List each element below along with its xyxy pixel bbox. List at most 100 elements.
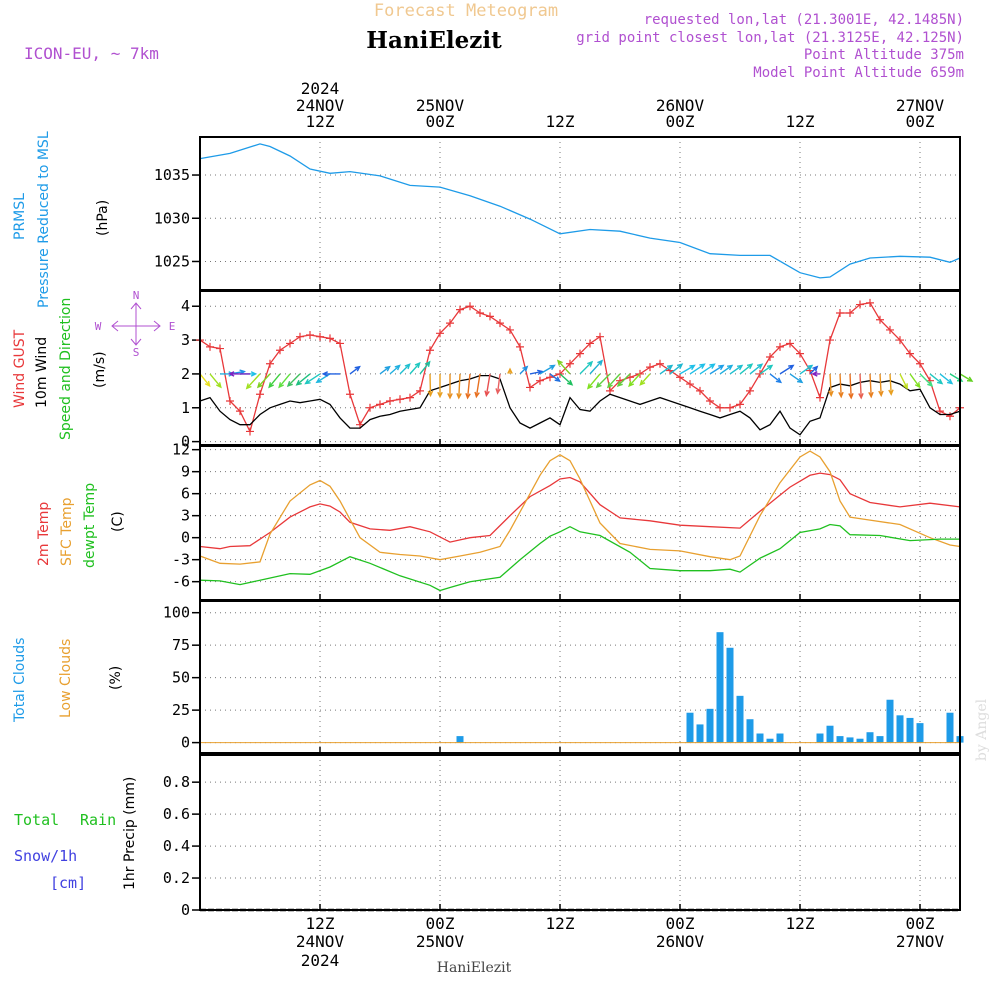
cloud-bar — [756, 733, 764, 743]
wind-arrow — [529, 369, 544, 376]
gust-marker — [416, 386, 424, 395]
wind-arrow — [729, 364, 744, 375]
gust-marker — [326, 334, 334, 343]
wind-arrow — [507, 367, 513, 374]
wind-arrow — [749, 363, 764, 375]
wind-arrow — [295, 373, 311, 386]
cloud-bar — [686, 712, 694, 743]
bottom-time-label: 00Z — [906, 914, 935, 933]
gust-marker — [916, 359, 924, 368]
top-time-label: 26NOV — [656, 96, 705, 115]
ytick-label: 0 — [181, 433, 190, 451]
ytick-label: 0 — [181, 734, 190, 752]
wind-arrow — [199, 373, 211, 388]
cloud-bar — [896, 715, 904, 743]
gust-marker — [856, 300, 864, 309]
cloud-bar — [746, 719, 754, 743]
requested-coords: requested lon,lat (21.3001E, 42.1485N) — [644, 12, 964, 28]
gust-marker — [736, 400, 744, 409]
gust-marker — [296, 332, 304, 341]
wind-arrow — [484, 373, 491, 398]
gust-marker — [436, 329, 444, 338]
ytick-label: 9 — [181, 463, 190, 481]
panel-wind: 0 1 2 3 4 — [181, 290, 974, 451]
rain-label: Rain — [80, 811, 116, 829]
wind-arrow — [209, 373, 222, 389]
wind-arrow — [659, 364, 674, 375]
gust-marker — [386, 397, 394, 405]
cloud-bar — [826, 725, 834, 743]
top-time-label: 2024 — [301, 79, 340, 98]
cloud-bar — [886, 699, 894, 743]
total-label: Total — [14, 811, 59, 829]
cloud-bar — [876, 736, 884, 743]
gust-marker — [376, 400, 384, 409]
cloud-bar — [916, 723, 924, 743]
wind-arrow — [779, 364, 795, 375]
ytick-label: 50 — [172, 669, 190, 687]
sfc-temp-line — [199, 450, 961, 565]
dewpt-label: dewpt Temp — [82, 483, 98, 568]
wind-arrow — [888, 373, 894, 396]
gust-label: Wind GUST — [12, 329, 28, 408]
total-clouds-label: Total Clouds — [12, 638, 28, 723]
cloud-bar — [716, 632, 724, 743]
panel-frame — [199, 290, 961, 446]
gust-marker — [886, 325, 894, 334]
compass-rose-icon — [111, 302, 161, 346]
ytick-label: 3 — [181, 507, 190, 525]
gust-marker — [316, 332, 324, 341]
wind-arrow — [399, 363, 411, 375]
gust-marker — [256, 390, 264, 399]
gust-marker — [266, 359, 274, 368]
wind-arrow — [769, 373, 783, 384]
gust-marker — [496, 319, 504, 328]
compass-w: W — [95, 320, 102, 333]
gust-marker — [826, 336, 834, 345]
precip-unit: 1hr Precip (mm) — [122, 777, 138, 890]
wind-arrow — [409, 361, 421, 375]
wind-arrow — [595, 373, 611, 389]
ytick-label: 0.8 — [163, 773, 190, 791]
top-time-label: 12Z — [306, 112, 335, 131]
cloud-bar — [706, 708, 714, 743]
cloud-bar — [456, 736, 464, 743]
ytick-label: 0 — [181, 529, 190, 547]
ytick-label: 0.4 — [163, 837, 190, 855]
compass-n: N — [133, 289, 140, 302]
wind-arrow — [809, 365, 819, 375]
wind-arrow — [321, 371, 340, 377]
ms-unit: (m/s) — [92, 351, 108, 388]
gust-marker — [566, 359, 574, 368]
gust-marker — [776, 342, 784, 351]
10m-wind-line — [199, 374, 961, 436]
gust-marker — [396, 395, 404, 404]
panel-temperature: -6 -3 0 3 6 9 12 — [172, 441, 961, 601]
top-time-label: 00Z — [666, 112, 695, 131]
cloud-bar — [766, 738, 774, 743]
credit: by Angel — [974, 698, 990, 761]
ytick-label: 75 — [172, 636, 190, 654]
gust-marker — [816, 393, 824, 402]
gust-marker — [346, 390, 354, 399]
gust-marker — [946, 412, 954, 421]
wind-arrow — [228, 371, 250, 377]
wind-arrow — [739, 363, 754, 375]
wind-arrow — [419, 360, 431, 375]
top-time-label: 00Z — [906, 112, 935, 131]
gust-marker — [516, 342, 524, 351]
bottom-time-label: 12Z — [786, 914, 815, 933]
wind-arrow — [286, 373, 301, 388]
wind-arrow — [606, 373, 621, 389]
wind-arrow — [519, 365, 529, 375]
gust-marker — [236, 407, 244, 416]
gust-marker — [786, 339, 794, 348]
wind-arrow — [474, 373, 481, 399]
dewpt-temp-line — [199, 523, 960, 592]
cloud-bar — [906, 717, 914, 743]
forecast-title: Forecast Meteogram — [374, 1, 558, 21]
gust-marker — [426, 346, 434, 355]
wind-arrow — [959, 373, 974, 382]
wind-arrow — [799, 364, 814, 375]
bottom-time-label: 00Z — [666, 914, 695, 933]
